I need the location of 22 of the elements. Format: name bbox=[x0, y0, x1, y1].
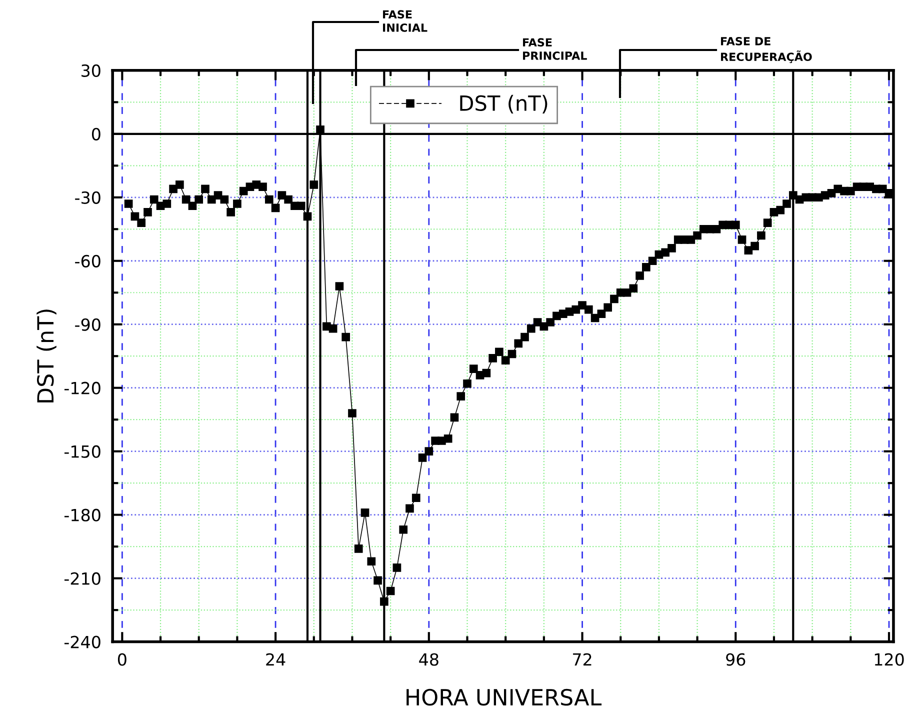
x-axis-title: HORA UNIVERSAL bbox=[406, 688, 602, 706]
text: FASE INICIAL bbox=[383, 10, 428, 32]
y-tick-label: -90 bbox=[75, 318, 100, 331]
text: FASE PRINCIPAL bbox=[523, 38, 587, 60]
x-tick-label: 0 bbox=[118, 653, 126, 666]
y-axis-title: DST (nT) bbox=[36, 310, 56, 402]
x-tick-label: 24 bbox=[266, 653, 286, 666]
x-tick-label: 96 bbox=[726, 653, 746, 666]
x-tick-label: 120 bbox=[874, 653, 904, 666]
y-tick-label: -30 bbox=[75, 191, 100, 204]
y-tick-label: -210 bbox=[64, 572, 100, 585]
y-tick-label: 30 bbox=[82, 64, 100, 77]
text: FASE DE RECUPERAÇÃO bbox=[721, 36, 812, 64]
y-tick-label: -150 bbox=[64, 445, 100, 458]
y-tick-label: -180 bbox=[64, 508, 100, 522]
y-tick-label: 0 bbox=[92, 128, 100, 140]
x-tick-label: 72 bbox=[573, 653, 592, 666]
y-tick-label: -60 bbox=[75, 254, 100, 268]
x-tick-label: 48 bbox=[419, 653, 438, 666]
legend-label: DST (nT) bbox=[460, 94, 548, 114]
y-tick-label: -240 bbox=[64, 636, 100, 648]
y-tick-label: -120 bbox=[64, 382, 100, 394]
